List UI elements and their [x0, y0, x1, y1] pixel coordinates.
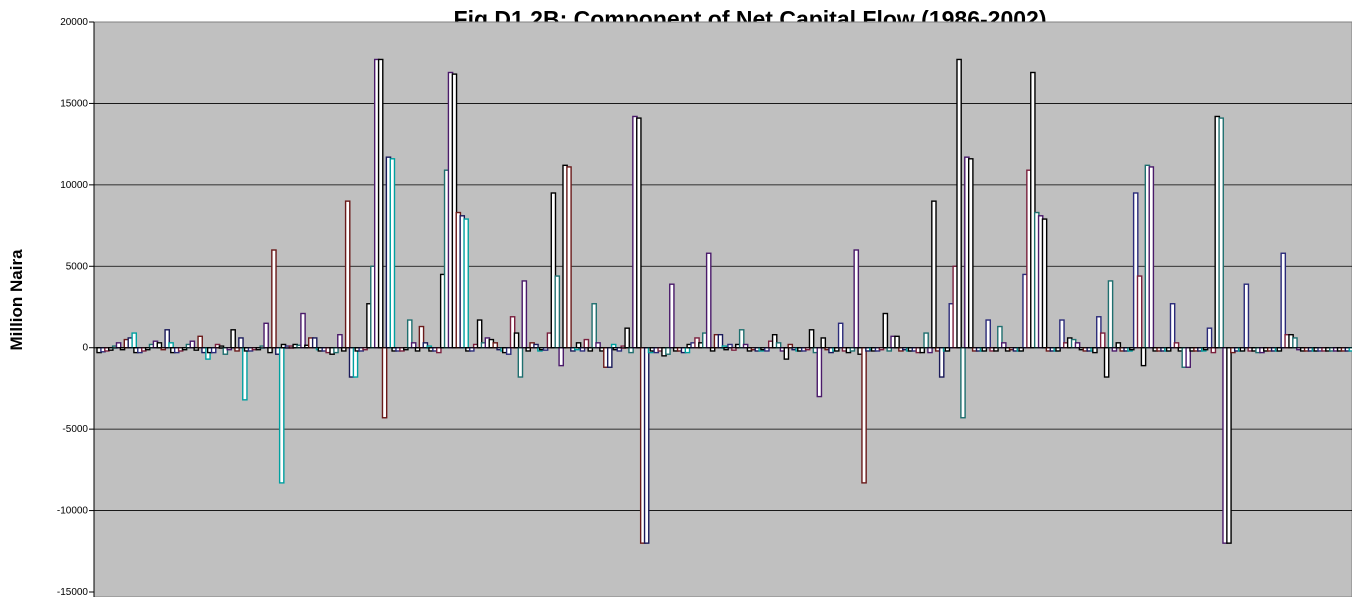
bar — [861, 347, 867, 484]
y-tick-label: 10000 — [60, 180, 88, 191]
bar — [595, 342, 601, 349]
bar — [1210, 347, 1217, 354]
bar — [271, 249, 277, 349]
bar — [816, 347, 823, 398]
bar — [377, 58, 384, 349]
bar — [636, 117, 642, 349]
bar — [919, 347, 926, 354]
bar — [837, 322, 844, 349]
bar — [853, 249, 860, 349]
bar — [1099, 332, 1106, 349]
bar — [521, 280, 528, 349]
bar — [156, 342, 163, 349]
bar — [960, 347, 966, 419]
bar — [1041, 218, 1048, 349]
bar — [115, 342, 122, 349]
bar — [575, 342, 582, 349]
bar — [1226, 347, 1232, 544]
bar — [344, 200, 351, 349]
bar — [684, 347, 691, 354]
bar — [410, 342, 417, 349]
bar — [513, 332, 520, 349]
bar — [927, 347, 933, 354]
bar — [606, 347, 613, 368]
bar — [352, 347, 359, 378]
bar — [230, 329, 236, 349]
bar — [389, 158, 396, 349]
y-tick-label: -10000 — [57, 506, 89, 517]
bar — [665, 347, 671, 355]
bar — [956, 58, 962, 349]
bar — [197, 335, 203, 349]
bar — [1218, 117, 1224, 349]
bar — [242, 347, 248, 401]
bar — [1169, 303, 1176, 349]
y-tick-label: -15000 — [57, 587, 89, 597]
bar — [1292, 337, 1298, 349]
bar — [775, 342, 782, 349]
bar — [131, 332, 138, 349]
bar — [436, 347, 442, 354]
bar — [1206, 327, 1213, 349]
bar — [1148, 166, 1155, 349]
bar — [311, 337, 318, 349]
y-tick-label: 15000 — [60, 98, 88, 109]
y-tick-label: 20000 — [60, 17, 88, 28]
y-tick-label: 0 — [82, 343, 88, 354]
bar — [591, 303, 597, 349]
bar — [381, 347, 388, 419]
bar — [566, 166, 572, 349]
bar — [1140, 347, 1147, 367]
bar — [1136, 275, 1143, 349]
bar — [931, 200, 937, 349]
bar — [263, 322, 269, 349]
bar — [1115, 342, 1122, 349]
bar — [517, 347, 524, 378]
bar — [558, 347, 564, 367]
bar — [505, 347, 512, 355]
y-axis-ticks: 20000 15000 10000 5000 0 -5000 -10000 -15000 — [57, 17, 94, 597]
bar — [894, 335, 900, 349]
bar — [1092, 347, 1098, 354]
bar — [210, 347, 217, 354]
bar — [168, 342, 174, 349]
bar — [463, 218, 469, 349]
bar — [985, 319, 991, 349]
bar — [1280, 252, 1287, 349]
bar — [1243, 283, 1250, 349]
y-tick-label: 5000 — [66, 261, 89, 272]
bar — [923, 332, 929, 349]
bar — [820, 337, 827, 349]
bar — [783, 347, 790, 360]
bar — [492, 342, 499, 349]
y-tick-label: -5000 — [62, 424, 88, 435]
bar — [333, 347, 339, 354]
bar — [554, 275, 561, 349]
bar — [628, 347, 634, 354]
bar — [1173, 342, 1180, 349]
bar — [1000, 342, 1007, 349]
bar — [583, 338, 590, 349]
bar — [300, 312, 306, 349]
bar — [669, 283, 675, 349]
bar — [624, 327, 630, 349]
bar — [643, 347, 650, 544]
bar — [882, 312, 889, 349]
bar — [1074, 342, 1081, 349]
bar — [808, 329, 815, 349]
bar — [938, 347, 945, 378]
bar — [278, 347, 285, 484]
bar — [238, 337, 244, 349]
bar — [1103, 347, 1110, 378]
bar — [967, 158, 974, 349]
bar — [189, 340, 196, 349]
bar — [337, 333, 343, 349]
bar — [267, 347, 273, 354]
bar — [1107, 280, 1114, 349]
bar — [705, 252, 712, 349]
